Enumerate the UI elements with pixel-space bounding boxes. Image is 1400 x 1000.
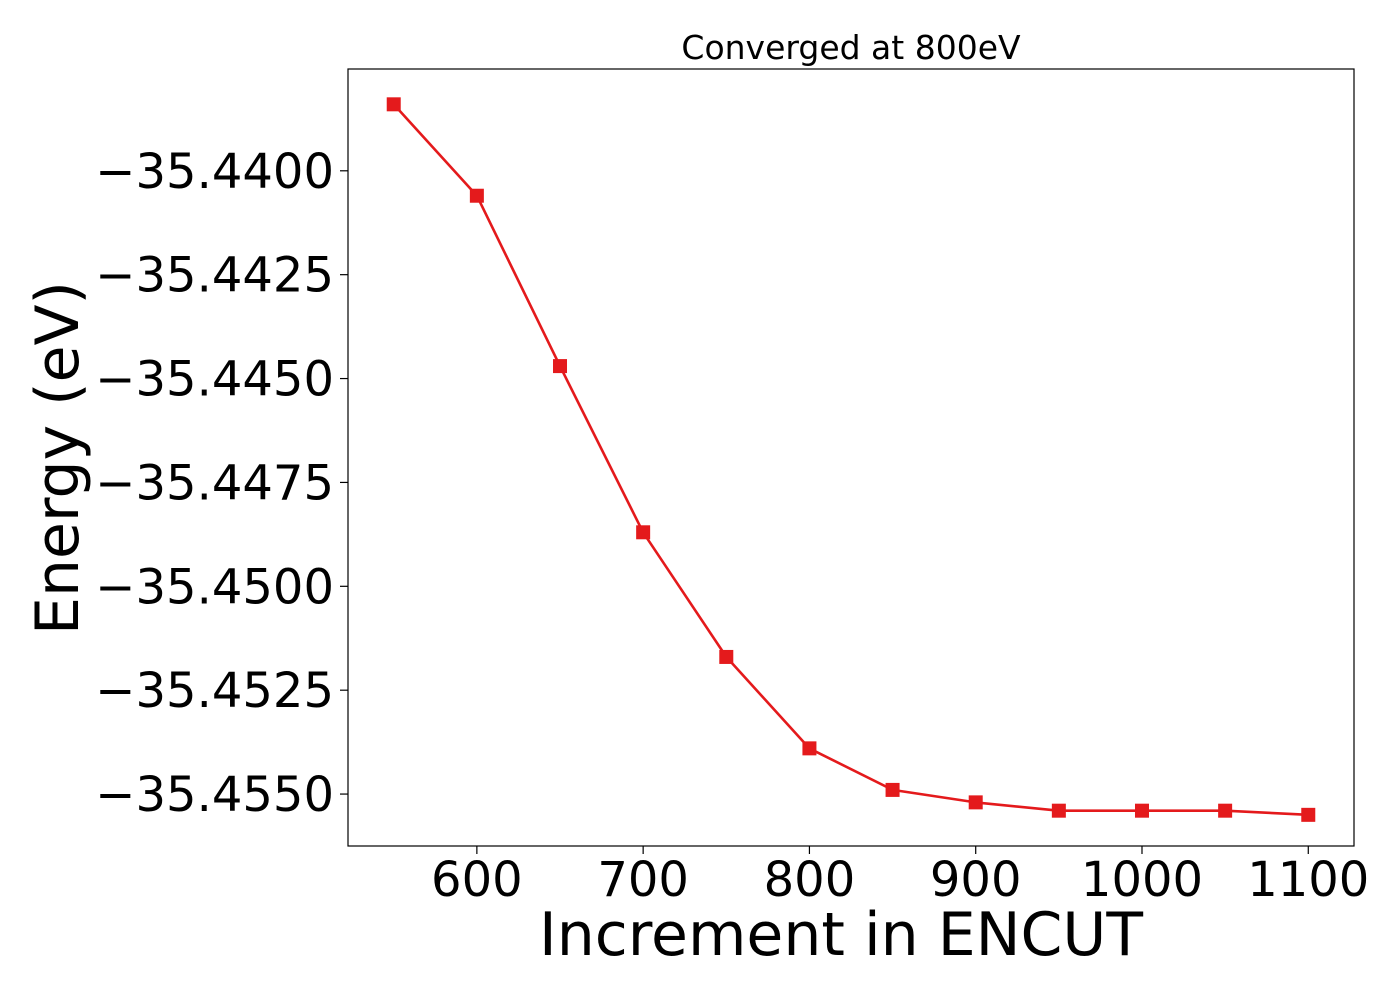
data-point [719,649,734,664]
y-axis: −35.4400 −35.4425 −35.4450 −35.4475 −35.4500… [95,144,348,823]
data-point [1301,807,1316,822]
series-line [392,103,1309,817]
series-layer [386,97,1316,822]
y-tick-label: −35.4500 [95,559,334,615]
data-point [636,525,651,540]
x-tick-label: 1000 [1081,852,1203,908]
y-tick-label: −35.4475 [95,455,334,511]
chart-title: Converged at 800eV [681,28,1021,67]
x-axis-label: Increment in ENCUT [539,900,1143,970]
x-tick-label: 800 [764,852,856,908]
y-tick-label: −35.4525 [95,663,334,719]
y-tick-label: −35.4425 [95,248,334,304]
x-tick-label: 700 [597,852,689,908]
data-point [553,359,568,374]
data-point [386,97,401,112]
plot-area [347,68,1355,847]
y-tick-label: −35.4400 [95,144,334,200]
y-tick-label: −35.4550 [95,767,334,823]
data-point [968,795,983,810]
x-tick-label: 600 [431,852,523,908]
x-axis: 600 700 800 900 1000 1100 [431,846,1369,908]
y-tick-label: −35.4450 [95,352,334,408]
data-point [1218,803,1233,818]
data-point [1051,803,1066,818]
data-point [1134,803,1149,818]
data-point [469,188,484,203]
data-point [885,782,900,797]
x-tick-label: 1100 [1247,852,1369,908]
y-axis-label: Energy (eV) [23,281,93,635]
data-point [802,741,817,756]
x-tick-label: 900 [930,852,1022,908]
